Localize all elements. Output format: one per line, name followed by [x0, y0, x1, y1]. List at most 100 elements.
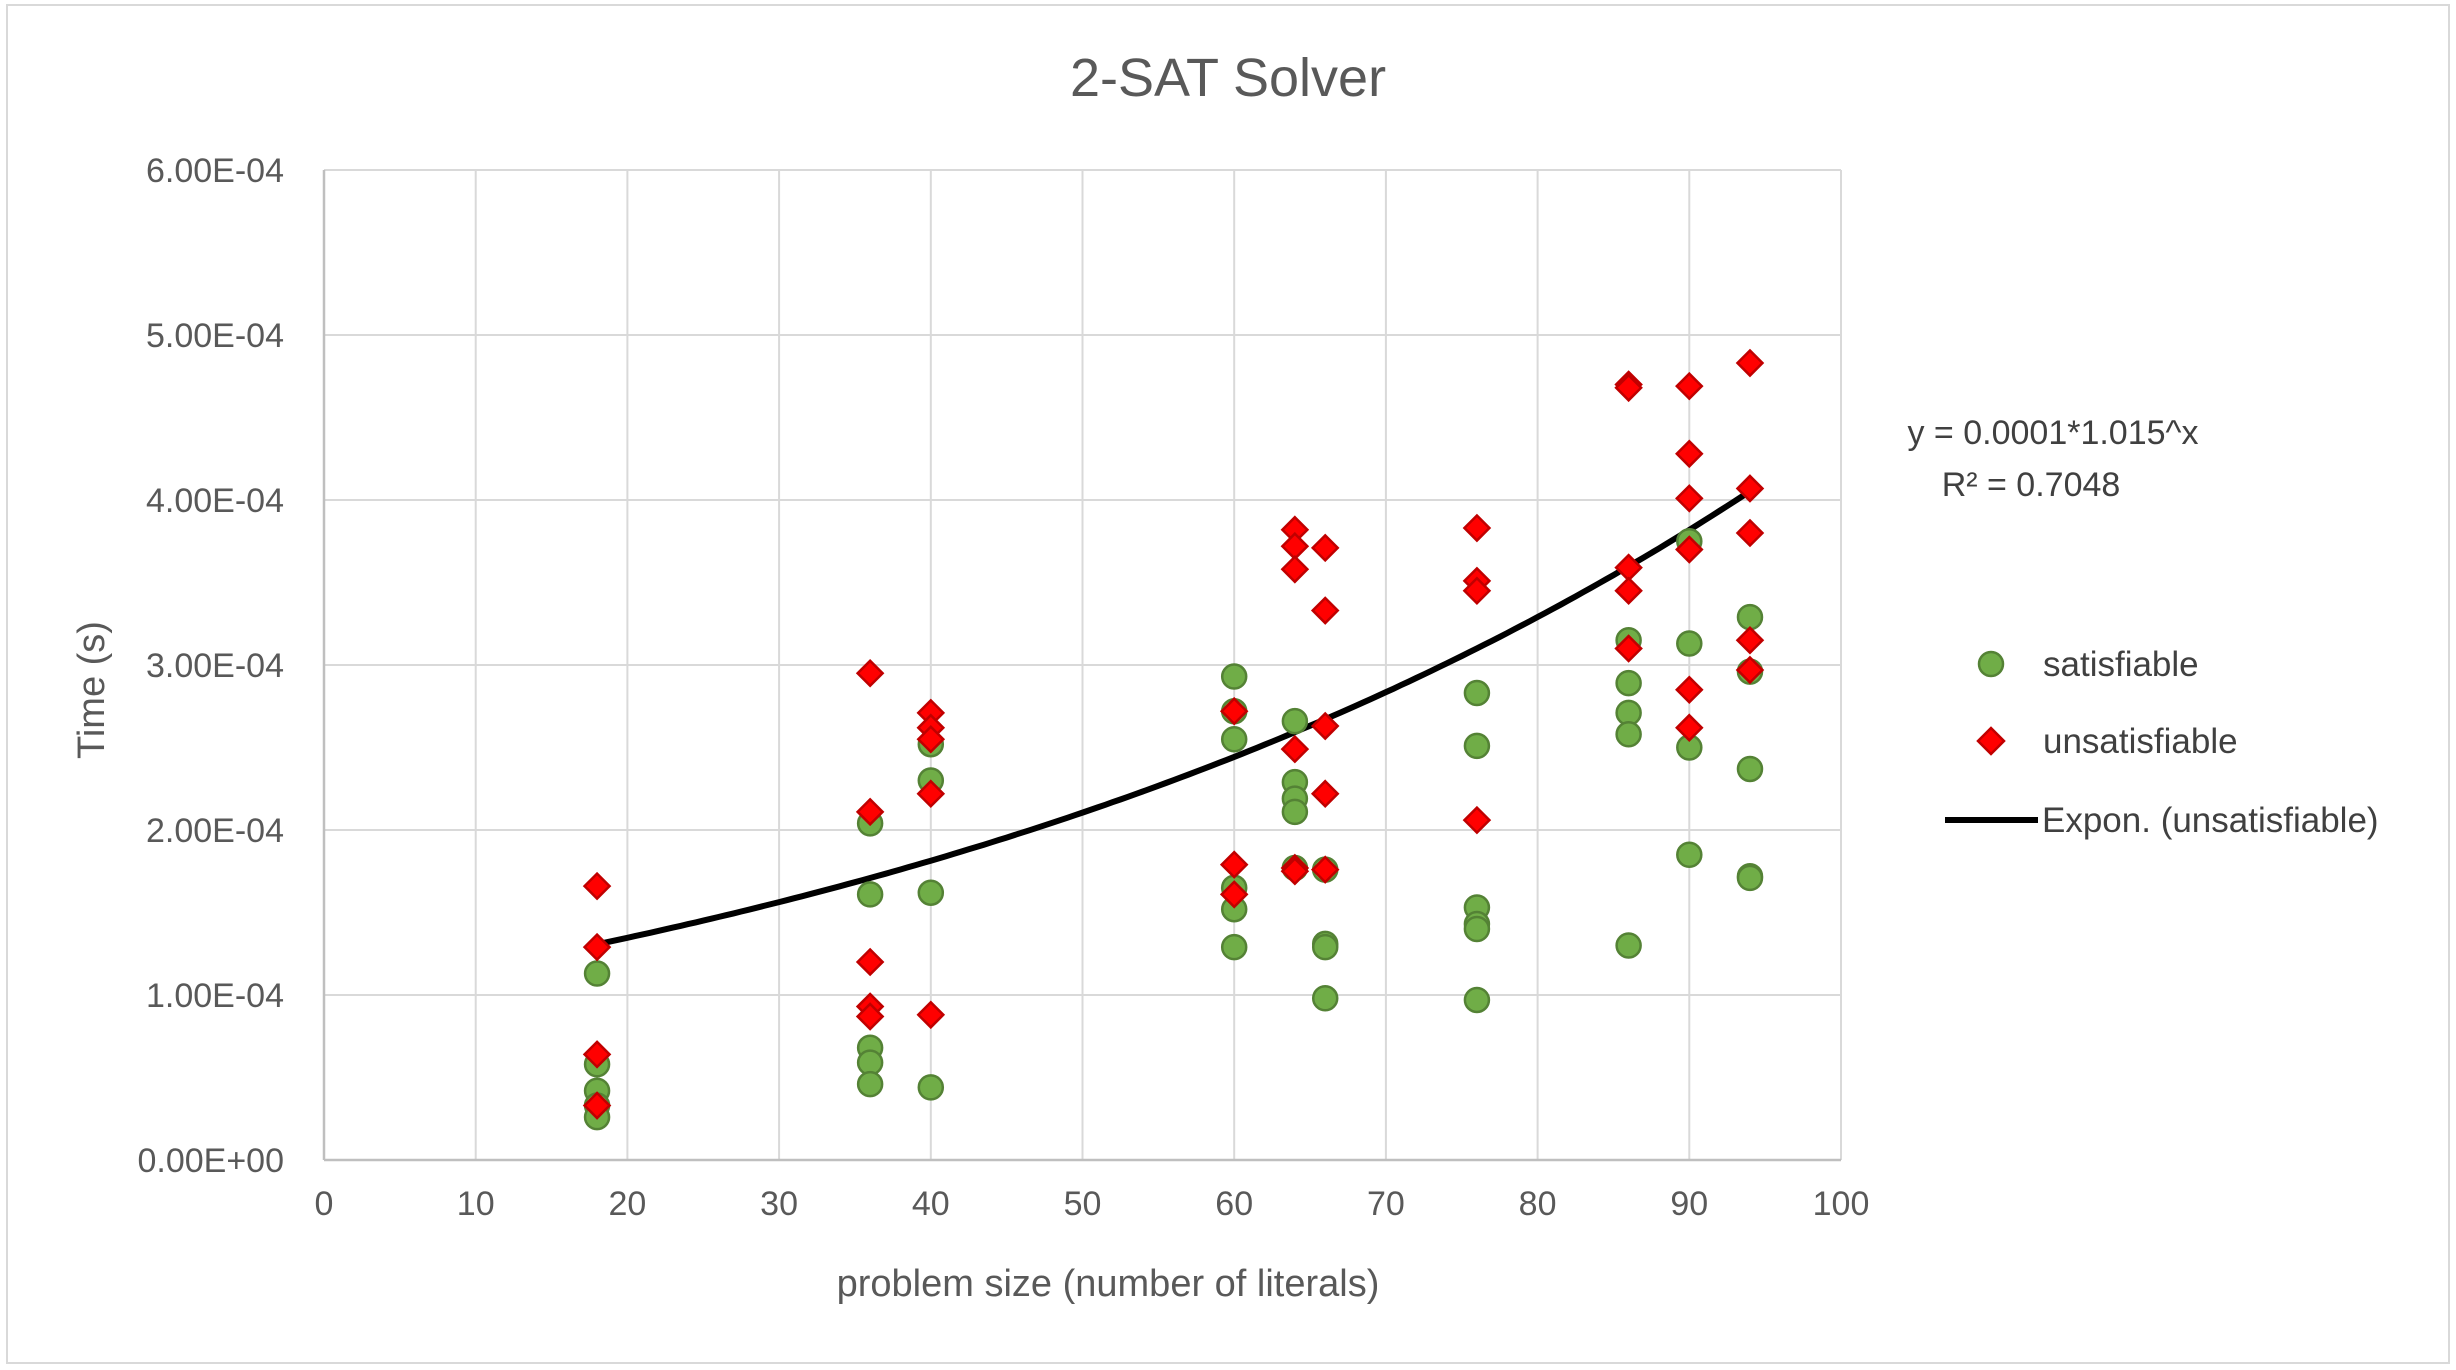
point-unsatisfiable — [1462, 513, 1492, 543]
point-unsatisfiable — [1675, 484, 1704, 513]
point-unsatisfiable — [1735, 655, 1765, 685]
x-tick-label: 80 — [1519, 1185, 1557, 1223]
x-tick-label: 40 — [912, 1185, 950, 1223]
y-tick-label: 3.00E-04 — [146, 647, 284, 685]
plot-border — [322, 170, 1841, 1162]
point-unsatisfiable — [1310, 855, 1340, 884]
point-unsatisfiable — [1675, 439, 1704, 469]
point-unsatisfiable — [1735, 348, 1765, 378]
point-unsatisfiable — [1310, 779, 1340, 808]
point-unsatisfiable — [855, 797, 885, 827]
point-satisfiable — [917, 879, 945, 906]
point-satisfiable — [1615, 932, 1642, 959]
point-unsatisfiable — [1735, 474, 1765, 503]
point-unsatisfiable — [1735, 625, 1765, 655]
point-satisfiable — [1220, 726, 1248, 753]
point-unsatisfiable — [1310, 596, 1340, 625]
point-unsatisfiable — [1462, 805, 1492, 835]
point-unsatisfiable — [1280, 856, 1310, 886]
point-satisfiable — [1220, 933, 1248, 961]
point-unsatisfiable — [855, 1002, 885, 1031]
point-unsatisfiable — [1614, 576, 1643, 606]
x-axis-ticks: 0 10 20 30 40 50 60 70 80 90 100 — [315, 1185, 1870, 1223]
y-tick-label: 5.00E-04 — [146, 317, 284, 355]
y-axis-ticks: 0.00E+00 1.00E-04 2.00E-04 3.00E-04 4.00E-04… — [137, 152, 284, 1180]
point-unsatisfiable — [916, 1000, 946, 1030]
point-satisfiable — [1463, 732, 1491, 760]
legend: satisfiable unsatisfiable Expon. (unsati… — [1945, 645, 2379, 840]
point-satisfiable — [1311, 933, 1339, 961]
point-unsatisfiable — [1462, 576, 1492, 606]
x-tick-label: 10 — [457, 1185, 495, 1223]
point-satisfiable — [1676, 841, 1703, 868]
legend-label-satisfiable: satisfiable — [2043, 645, 2199, 684]
point-satisfiable — [1311, 985, 1339, 1012]
x-axis-label: problem size (number of literals) — [837, 1263, 1380, 1305]
legend-label-trendline: Expon. (unsatisfiable) — [2042, 801, 2379, 840]
x-tick-label: 20 — [608, 1185, 646, 1223]
legend-marker-satisfiable — [1977, 650, 2005, 678]
grid-lines — [323, 169, 1842, 1161]
point-unsatisfiable — [1614, 634, 1643, 663]
point-unsatisfiable — [1675, 371, 1704, 401]
point-unsatisfiable — [1310, 533, 1340, 563]
y-tick-label: 6.00E-04 — [146, 152, 284, 190]
point-unsatisfiable — [1675, 675, 1704, 705]
point-satisfiable — [1463, 986, 1491, 1014]
x-tick-label: 60 — [1215, 1185, 1253, 1223]
point-unsatisfiable — [1280, 555, 1310, 584]
point-unsatisfiable — [582, 932, 612, 962]
point-unsatisfiable — [1280, 734, 1310, 764]
data-points — [582, 348, 1765, 1131]
point-unsatisfiable — [1310, 711, 1340, 741]
point-satisfiable — [1281, 707, 1309, 735]
point-satisfiable — [1736, 755, 1764, 783]
point-unsatisfiable — [916, 724, 946, 754]
y-tick-label: 2.00E-04 — [146, 812, 284, 850]
x-tick-label: 70 — [1367, 1185, 1405, 1223]
trendline-equation: y = 0.0001*1.015^x — [1907, 414, 2198, 452]
point-unsatisfiable — [1675, 535, 1704, 564]
point-unsatisfiable — [582, 1040, 612, 1069]
point-unsatisfiable — [855, 947, 885, 977]
x-tick-label: 30 — [760, 1185, 798, 1223]
chart-title: 2-SAT Solver — [1070, 48, 1386, 108]
y-tick-label: 4.00E-04 — [146, 482, 284, 520]
point-satisfiable — [1676, 630, 1703, 657]
point-satisfiable — [583, 960, 611, 987]
point-satisfiable — [856, 1070, 884, 1098]
x-tick-label: 100 — [1813, 1185, 1870, 1223]
point-unsatisfiable — [1219, 880, 1249, 909]
point-unsatisfiable — [855, 658, 885, 688]
x-tick-label: 90 — [1670, 1185, 1708, 1223]
point-satisfiable — [1281, 798, 1309, 826]
point-unsatisfiable — [582, 1091, 612, 1120]
y-axis-label: Time (s) — [71, 621, 113, 759]
point-unsatisfiable — [1219, 850, 1249, 879]
point-unsatisfiable — [1675, 713, 1704, 742]
point-satisfiable — [1463, 915, 1491, 943]
y-tick-label: 1.00E-04 — [146, 977, 284, 1015]
point-satisfiable — [1615, 721, 1642, 748]
point-unsatisfiable — [916, 779, 946, 808]
trendline-layer — [596, 488, 1752, 948]
point-satisfiable — [917, 1074, 945, 1101]
point-satisfiable — [1463, 679, 1491, 707]
point-satisfiable — [856, 881, 884, 908]
point-unsatisfiable — [1280, 531, 1310, 561]
x-tick-label: 0 — [315, 1185, 334, 1223]
trendline-r-squared: R² = 0.7048 — [1942, 466, 2121, 504]
point-satisfiable — [1615, 669, 1642, 697]
legend-marker-unsatisfiable — [1976, 726, 2006, 756]
legend-label-unsatisfiable: unsatisfiable — [2043, 722, 2238, 761]
y-tick-label: 0.00E+00 — [137, 1142, 284, 1180]
x-tick-label: 50 — [1064, 1185, 1102, 1223]
point-satisfiable — [1220, 663, 1248, 690]
point-unsatisfiable — [582, 871, 612, 901]
point-unsatisfiable — [1219, 696, 1249, 726]
point-satisfiable — [1736, 864, 1764, 892]
point-unsatisfiable — [1735, 518, 1765, 548]
trendline-exponential — [596, 488, 1752, 948]
point-satisfiable — [1736, 603, 1764, 631]
